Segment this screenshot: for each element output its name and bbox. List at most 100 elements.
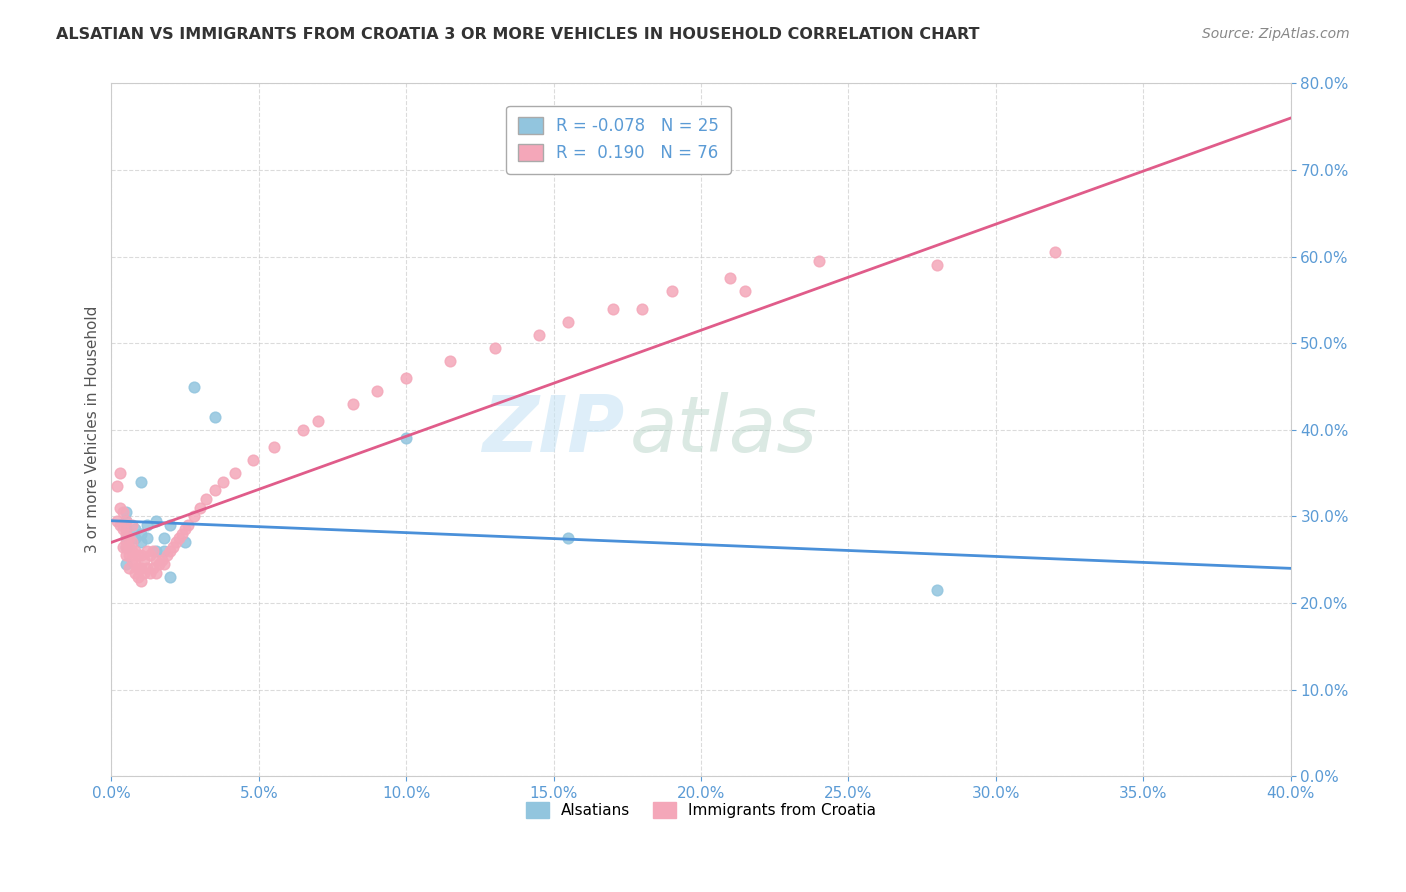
Point: [188, 500, 211, 515]
Point: [557, 315, 579, 329]
Point: [112, 540, 135, 554]
Point: [194, 492, 217, 507]
Point: [115, 522, 138, 536]
Point: [118, 549, 141, 563]
Point: [121, 518, 143, 533]
Point: [115, 535, 138, 549]
Point: [153, 531, 176, 545]
Point: [115, 531, 138, 545]
Point: [127, 549, 149, 563]
Point: [115, 514, 138, 528]
Point: [124, 566, 146, 580]
Point: [159, 518, 181, 533]
Point: [366, 384, 388, 398]
Point: [110, 518, 132, 533]
Point: [183, 509, 205, 524]
Point: [439, 353, 461, 368]
Point: [115, 514, 138, 528]
Point: [925, 258, 948, 272]
Point: [138, 549, 160, 563]
Point: [342, 397, 364, 411]
Point: [145, 552, 167, 566]
Point: [121, 544, 143, 558]
Point: [807, 254, 830, 268]
Point: [142, 544, 165, 558]
Point: [124, 531, 146, 545]
Point: [484, 341, 506, 355]
Point: [631, 301, 654, 316]
Point: [174, 522, 197, 536]
Point: [135, 544, 157, 558]
Point: [115, 526, 138, 541]
Point: [150, 552, 173, 566]
Point: [118, 540, 141, 554]
Point: [127, 570, 149, 584]
Point: [172, 526, 194, 541]
Point: [115, 540, 138, 554]
Point: [118, 531, 141, 545]
Point: [183, 379, 205, 393]
Point: [105, 479, 128, 493]
Point: [115, 540, 138, 554]
Point: [129, 475, 152, 489]
Point: [527, 327, 550, 342]
Point: [110, 466, 132, 480]
Point: [148, 557, 170, 571]
Point: [153, 557, 176, 571]
Point: [121, 552, 143, 566]
Point: [153, 544, 176, 558]
Point: [129, 561, 152, 575]
Point: [162, 540, 184, 554]
Point: [395, 371, 418, 385]
Point: [132, 552, 155, 566]
Point: [292, 423, 315, 437]
Legend: Alsatians, Immigrants from Croatia: Alsatians, Immigrants from Croatia: [520, 796, 883, 824]
Point: [1043, 245, 1066, 260]
Point: [145, 544, 167, 558]
Text: atlas: atlas: [630, 392, 818, 467]
Point: [156, 549, 179, 563]
Point: [135, 531, 157, 545]
Point: [159, 570, 181, 584]
Point: [115, 505, 138, 519]
Point: [138, 566, 160, 580]
Point: [135, 561, 157, 575]
Point: [557, 531, 579, 545]
Point: [167, 531, 190, 545]
Point: [115, 557, 138, 571]
Point: [307, 414, 329, 428]
Point: [720, 271, 742, 285]
Point: [145, 514, 167, 528]
Point: [734, 285, 756, 299]
Point: [165, 535, 187, 549]
Point: [112, 505, 135, 519]
Text: Source: ZipAtlas.com: Source: ZipAtlas.com: [1202, 27, 1350, 41]
Point: [212, 475, 235, 489]
Point: [661, 285, 683, 299]
Point: [263, 440, 285, 454]
Point: [129, 574, 152, 589]
Point: [142, 561, 165, 575]
Point: [174, 535, 197, 549]
Point: [395, 432, 418, 446]
Point: [135, 518, 157, 533]
Point: [602, 301, 624, 316]
Point: [242, 453, 264, 467]
Text: ZIP: ZIP: [482, 392, 624, 467]
Text: ALSATIAN VS IMMIGRANTS FROM CROATIA 3 OR MORE VEHICLES IN HOUSEHOLD CORRELATION : ALSATIAN VS IMMIGRANTS FROM CROATIA 3 OR…: [56, 27, 980, 42]
Point: [224, 466, 246, 480]
Point: [112, 522, 135, 536]
Point: [132, 566, 155, 580]
Point: [177, 518, 200, 533]
Y-axis label: 3 or more Vehicles in Household: 3 or more Vehicles in Household: [86, 306, 100, 554]
Point: [129, 535, 152, 549]
Point: [925, 582, 948, 597]
Point: [129, 549, 152, 563]
Point: [105, 514, 128, 528]
Point: [124, 557, 146, 571]
Point: [129, 526, 152, 541]
Point: [145, 566, 167, 580]
Point: [110, 500, 132, 515]
Point: [127, 561, 149, 575]
Point: [121, 535, 143, 549]
